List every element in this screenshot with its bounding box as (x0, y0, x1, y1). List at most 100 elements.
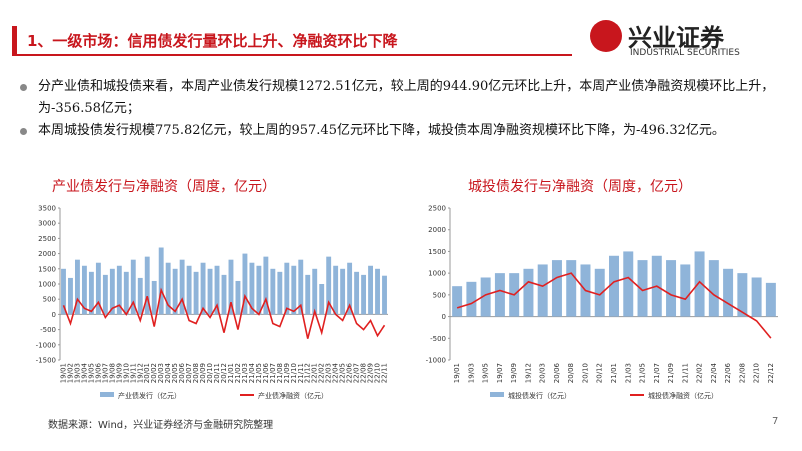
bar (452, 286, 463, 317)
x-tick-label: 22/06 (724, 362, 732, 383)
x-tick-label: 20/01 (143, 363, 151, 383)
x-tick-label: 20/04 (164, 362, 172, 383)
y-tick-label: 500 (433, 291, 446, 299)
x-tick-label: 20/06 (553, 362, 561, 383)
x-tick-label: 19/01 (59, 363, 67, 383)
x-tick-label: 19/06 (94, 362, 102, 383)
bar (594, 268, 605, 317)
x-tick-label: 21/03 (241, 363, 249, 383)
y-tick-label: 1000 (38, 281, 56, 289)
x-tick-label: 21/05 (639, 363, 647, 383)
y-tick-label: 500 (43, 296, 56, 304)
chart: -1500 -1000 -500 0 500 1000 1500 2000 2500 3000 35… (36, 205, 389, 401)
bar (375, 268, 380, 315)
logo-english: INDUSTRIAL SECURITIES (630, 48, 740, 58)
bar (68, 277, 73, 315)
x-tick-label: 20/09 (199, 363, 207, 383)
bar (609, 255, 619, 317)
bar (623, 251, 634, 317)
bar (158, 247, 164, 315)
x-tick-label: 19/05 (482, 363, 490, 383)
bar (214, 265, 220, 315)
header-title: 1、一级市场：信用债发行量环比上升、净融资环比下降 (12, 26, 572, 56)
x-tick-label: 20/12 (596, 363, 604, 383)
y-tick-label: 1500 (38, 265, 56, 273)
bar (277, 271, 283, 315)
y-tick-label: 2000 (428, 226, 446, 234)
x-tick-label: 21/02 (234, 363, 242, 383)
bar (102, 274, 108, 315)
x-tick-label: 20/07 (185, 363, 193, 383)
x-tick-label: 21/06 (262, 362, 270, 383)
bar (256, 265, 262, 315)
x-tick-label: 19/12 (524, 363, 532, 383)
x-tick-label: 22/02 (318, 363, 326, 383)
bar (708, 260, 719, 317)
x-tick-label: 21/09 (667, 363, 675, 383)
x-tick-label: 20/08 (567, 363, 575, 383)
line (62, 287, 386, 339)
bar (249, 262, 255, 315)
x-tick-label: 20/10 (581, 363, 589, 383)
bar (523, 268, 534, 317)
x-tick-label: 19/02 (66, 363, 74, 383)
x-tick-label: 22/02 (696, 363, 704, 383)
y-tick-label: 0 (442, 313, 446, 321)
x-tick-label: 22/12 (767, 363, 775, 383)
bar (566, 260, 577, 317)
bar (242, 253, 248, 315)
x-tick-label: 22/08 (360, 363, 368, 383)
x-tick-label: 20/02 (150, 363, 158, 383)
bar (305, 274, 311, 315)
bar (186, 265, 192, 315)
legend-label: 城投债净融资（亿元） (648, 391, 718, 400)
y-tick-label: -500 (40, 326, 56, 334)
bar (298, 259, 304, 315)
x-tick-label: 20/03 (539, 363, 547, 383)
bar (263, 256, 269, 315)
x-tick-label: 22/10 (753, 363, 761, 383)
x-tick-label: 20/10 (206, 363, 214, 383)
bar (228, 259, 234, 315)
bar (347, 262, 353, 315)
legend-swatch (100, 392, 114, 397)
x-tick-label: 21/01 (227, 363, 235, 383)
legend-swatch (490, 392, 504, 397)
y-tick-label: -500 (430, 335, 446, 343)
x-tick-label: 21/12 (304, 363, 312, 383)
x-tick-label: 19/09 (510, 363, 518, 383)
line (456, 272, 772, 339)
bar (291, 265, 297, 315)
x-tick-label: 22/10 (374, 363, 382, 383)
y-tick-label: 3000 (38, 220, 56, 228)
y-tick-label: 1000 (428, 270, 446, 278)
x-tick-label: 19/10 (122, 363, 130, 383)
x-tick-label: 21/10 (290, 363, 298, 383)
bar (382, 275, 387, 315)
x-tick-label: 21/11 (681, 363, 689, 383)
x-tick-label: 20/08 (192, 363, 200, 383)
chart: -1000 -500 0 500 1000 1500 2000 2500 19/01 19/03 1… (426, 205, 778, 400)
y-tick-label: 2500 (428, 205, 446, 213)
bar (88, 271, 94, 315)
bar (480, 277, 491, 317)
x-tick-label: 19/01 (453, 363, 461, 383)
x-tick-label: 19/12 (136, 363, 144, 383)
y-tick-label: 0 (52, 311, 56, 319)
page-number: 7 (772, 416, 779, 427)
bar (270, 268, 276, 315)
bar (200, 262, 206, 315)
x-tick-label: 19/04 (80, 362, 88, 383)
source: 数据来源：Wind，兴业证券经济与金融研究院整理 (48, 420, 274, 431)
bar (81, 265, 87, 315)
bar (207, 268, 213, 315)
x-tick-label: 21/09 (283, 363, 291, 383)
legend-label: 城投债发行（亿元） (508, 391, 571, 400)
bar (637, 260, 648, 317)
bar (235, 280, 241, 315)
x-tick-label: 19/03 (467, 363, 475, 383)
x-tick-label: 22/07 (353, 363, 361, 383)
y-tick-label: 2500 (38, 235, 56, 243)
bar (537, 264, 548, 317)
chart-title: 产业债发行与净融资（周度，亿元） (52, 179, 276, 195)
